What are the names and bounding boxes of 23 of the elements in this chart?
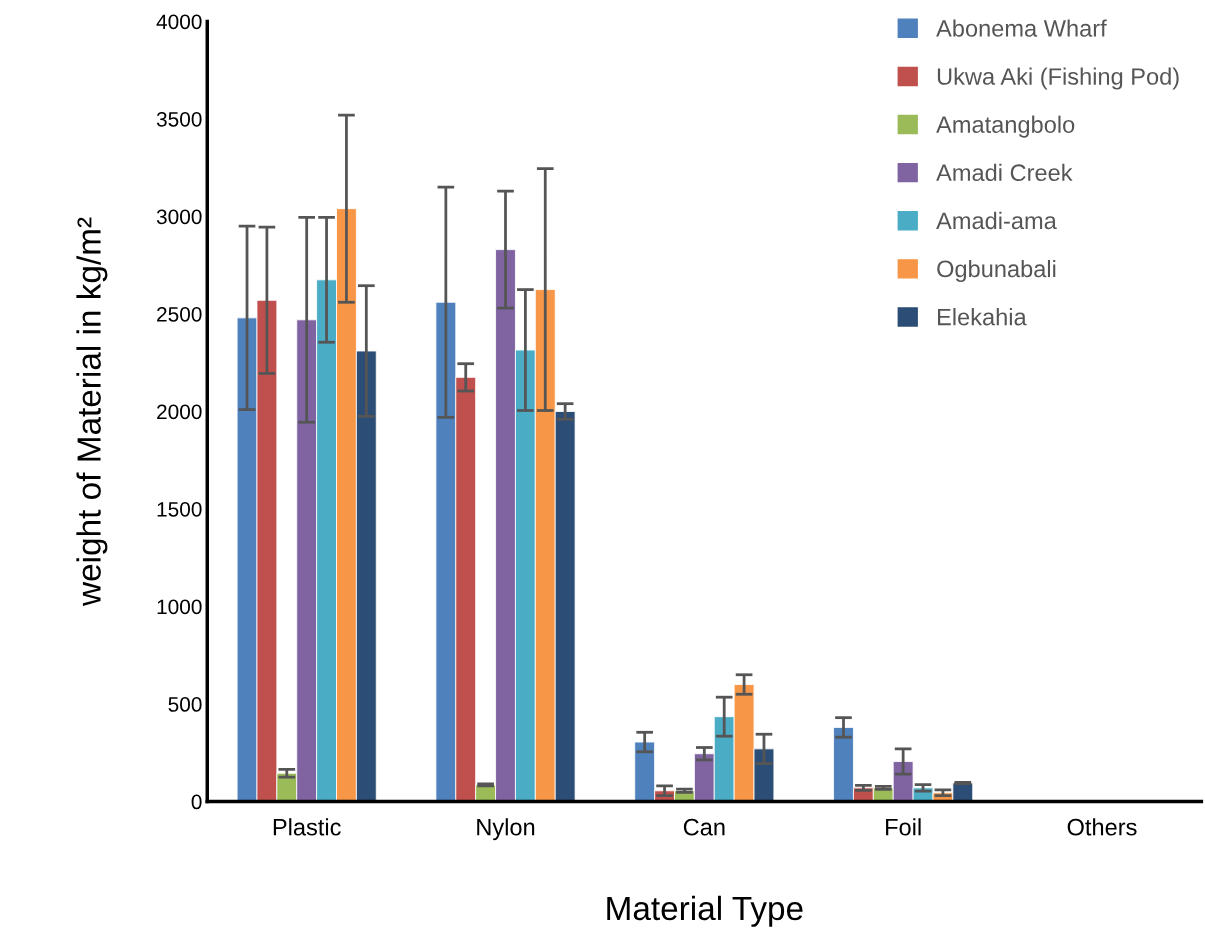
y-tick-label: 3000 xyxy=(156,209,202,225)
legend-label: Amadi Creek xyxy=(936,163,1073,182)
y-axis-title: weight of Material in kg/m² xyxy=(76,217,108,607)
legend-label: Amatangbolo xyxy=(936,115,1075,138)
x-tick-label: Plastic xyxy=(273,818,341,836)
x-tick-label: Can xyxy=(683,818,725,836)
y-tick-label: 1500 xyxy=(157,501,202,517)
y-tick-label: 500 xyxy=(168,697,202,712)
legend-label: Amadi-ama xyxy=(936,211,1057,230)
x-axis-title: Material Type xyxy=(607,895,803,927)
x-tick-label: Foil xyxy=(886,818,921,836)
x-tick-label: Nylon xyxy=(477,818,535,841)
y-tick-label: 0 xyxy=(191,794,202,810)
legend-label: Ogbunabali xyxy=(937,259,1056,282)
y-tick-label: 2000 xyxy=(157,404,202,420)
y-tick-label: 3500 xyxy=(156,111,202,127)
y-tick-label: 4000 xyxy=(156,14,202,30)
legend-label: Elekahia xyxy=(938,308,1027,326)
y-tick-label: 1000 xyxy=(157,599,202,615)
legend-label: Ukwa Aki (Fishing Pod) xyxy=(937,67,1179,90)
legend-label: Abonema Wharf xyxy=(936,19,1107,37)
y-tick-label: 2500 xyxy=(157,306,202,322)
x-tick-label: Others xyxy=(1067,818,1137,836)
